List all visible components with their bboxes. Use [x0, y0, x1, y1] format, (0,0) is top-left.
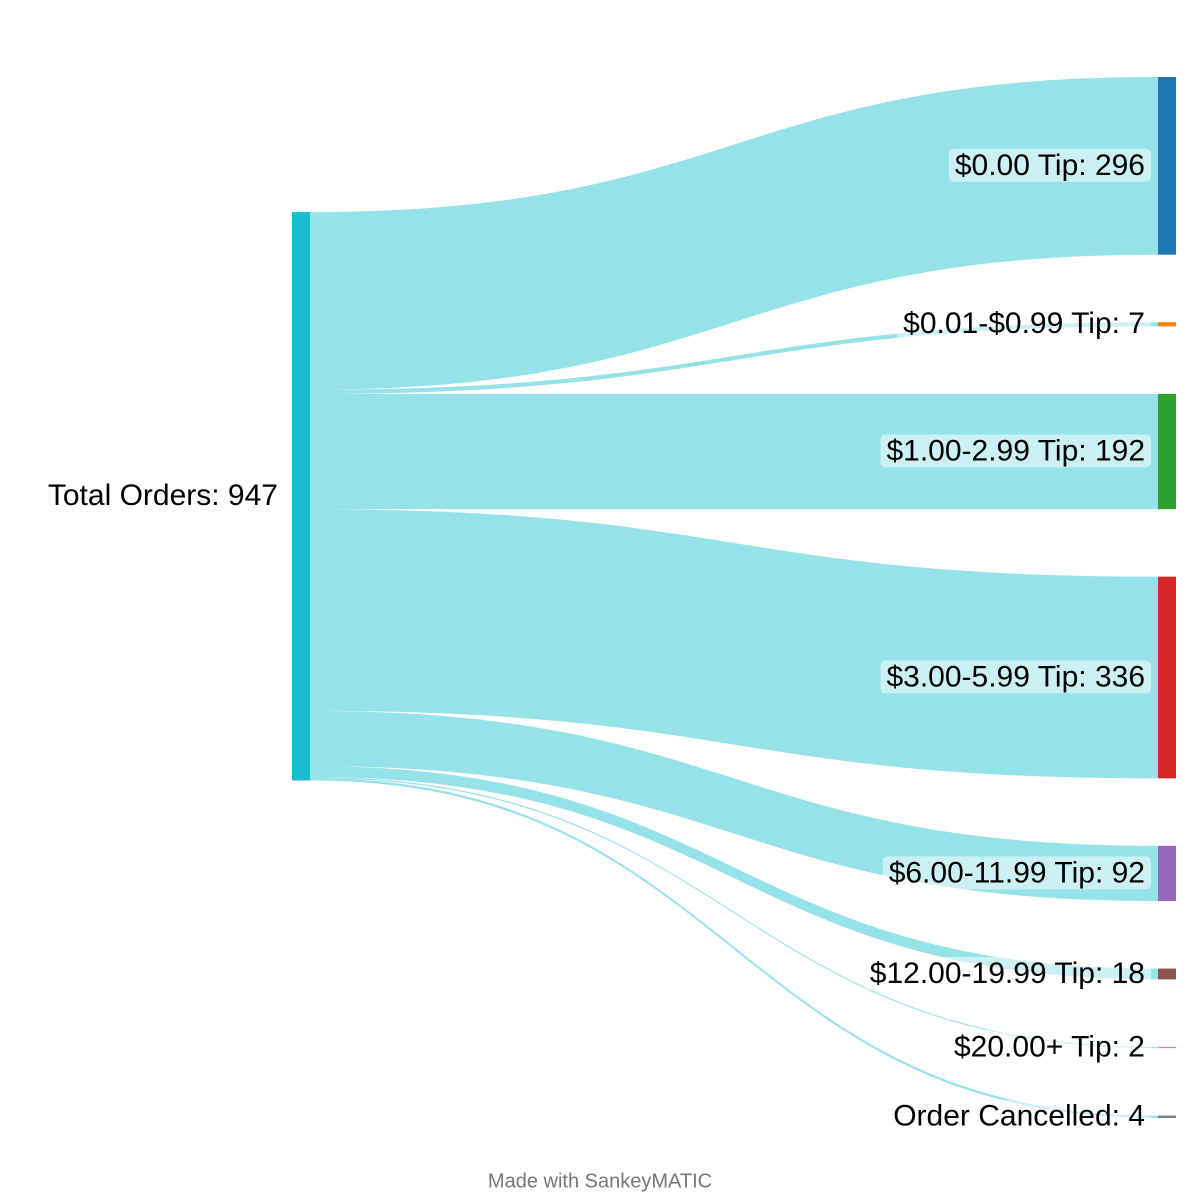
labels: $0.00 Tip: 296 $0.01-$0.99 Tip: 7 $1.00-2.…	[48, 148, 1151, 1133]
target-node	[1158, 1046, 1176, 1049]
link	[310, 509, 1158, 779]
credit: Made with SankeyMATIC	[488, 1170, 712, 1192]
target-label-group: $12.00-19.99 Tip: 18	[863, 956, 1151, 990]
target-node	[1158, 393, 1176, 510]
label-background	[863, 956, 1151, 990]
link	[310, 77, 1158, 390]
label-background	[880, 660, 1151, 694]
label-background	[948, 1030, 1151, 1064]
source-label: Total Orders: 947	[48, 479, 278, 512]
target-label: $3.00-5.99 Tip: 336	[886, 660, 1145, 693]
label-background	[897, 307, 1151, 341]
target-label-group: Order Cancelled: 4	[887, 1099, 1151, 1133]
target-label: $12.00-19.99 Tip: 18	[870, 957, 1145, 990]
link	[310, 322, 1158, 394]
target-label-group: $0.00 Tip: 296	[948, 148, 1151, 182]
link	[310, 776, 1158, 1049]
link	[310, 766, 1158, 980]
label-background	[880, 434, 1151, 468]
target-label-group: $1.00-2.99 Tip: 192	[880, 434, 1151, 468]
label-background	[948, 148, 1151, 182]
target-label: $20.00+ Tip: 2	[954, 1030, 1145, 1063]
target-node	[1158, 845, 1176, 902]
source-node	[292, 212, 310, 781]
target-label: $0.00 Tip: 296	[955, 149, 1145, 182]
target-label-group: $6.00-11.99 Tip: 92	[882, 856, 1151, 890]
link	[310, 393, 1158, 510]
target-node	[1158, 968, 1176, 980]
target-label: $6.00-11.99 Tip: 92	[889, 856, 1145, 889]
links	[310, 77, 1158, 1118]
link	[310, 710, 1158, 902]
target-label-group: $0.01-$0.99 Tip: 7	[897, 307, 1151, 341]
target-node	[1158, 322, 1176, 327]
target-label: $1.00-2.99 Tip: 192	[886, 434, 1145, 467]
target-label: Order Cancelled: 4	[893, 1100, 1145, 1133]
label-background	[887, 1099, 1151, 1133]
target-label: $0.01-$0.99 Tip: 7	[903, 307, 1145, 340]
link	[310, 778, 1158, 1118]
target-node	[1158, 576, 1176, 779]
target-node	[1158, 77, 1176, 255]
target-node	[1158, 1115, 1176, 1118]
target-label-group: $3.00-5.99 Tip: 336	[880, 660, 1151, 694]
target-label-group: $20.00+ Tip: 2	[948, 1030, 1151, 1064]
nodes	[292, 77, 1176, 1118]
label-background	[882, 856, 1151, 890]
